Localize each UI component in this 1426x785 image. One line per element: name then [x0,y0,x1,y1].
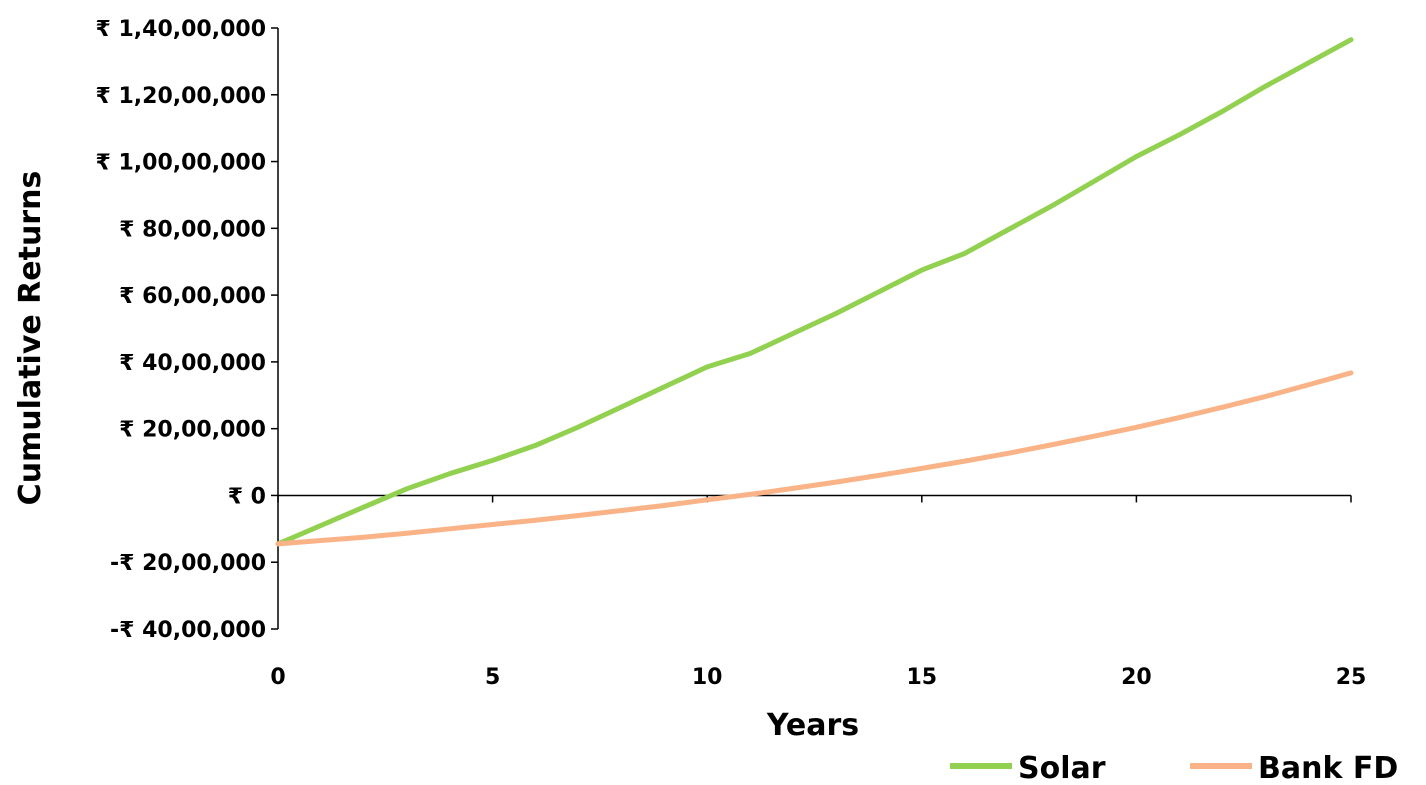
legend-label-solar: Solar [1018,751,1106,785]
y-axis-title: Cumulative Returns [13,171,48,506]
y-tick-label: ₹ 1,40,00,000 [96,17,267,42]
y-tick-label: -₹ 20,00,000 [110,551,266,576]
series-line-solar [275,37,1354,547]
x-axis-ticks: 0 5 10 15 20 25 [270,495,1366,690]
x-tick-label: 10 [692,665,723,690]
legend: Solar Bank FD [950,751,1398,785]
y-axis-ticks: -₹ 40,00,000 -₹ 20,00,000 ₹ 0 ₹ 20,00,000 ₹ … [96,17,278,643]
y-tick-label: ₹ 60,00,000 [119,284,266,309]
x-tick-label: 0 [270,665,285,690]
legend-label-bank-fd: Bank FD [1258,751,1398,785]
x-tick-label: 25 [1336,665,1367,690]
legend-item-solar: Solar [950,751,1106,785]
y-tick-label: ₹ 1,20,00,000 [96,84,267,109]
y-tick-label: ₹ 1,00,00,000 [96,151,267,176]
x-tick-label: 5 [485,665,500,690]
y-tick-label: ₹ 0 [228,484,266,509]
y-tick-label: ₹ 80,00,000 [119,217,266,242]
x-axis-title: Years [766,708,859,743]
y-tick-label: -₹ 40,00,000 [110,618,266,643]
x-tick-label: 15 [906,665,937,690]
series-lines [275,37,1354,547]
legend-item-bank-fd: Bank FD [1190,751,1398,785]
x-tick-label: 20 [1121,665,1152,690]
y-tick-label: ₹ 20,00,000 [119,418,266,443]
y-tick-label: ₹ 40,00,000 [119,351,266,376]
series-line-bank-fd [275,370,1354,547]
